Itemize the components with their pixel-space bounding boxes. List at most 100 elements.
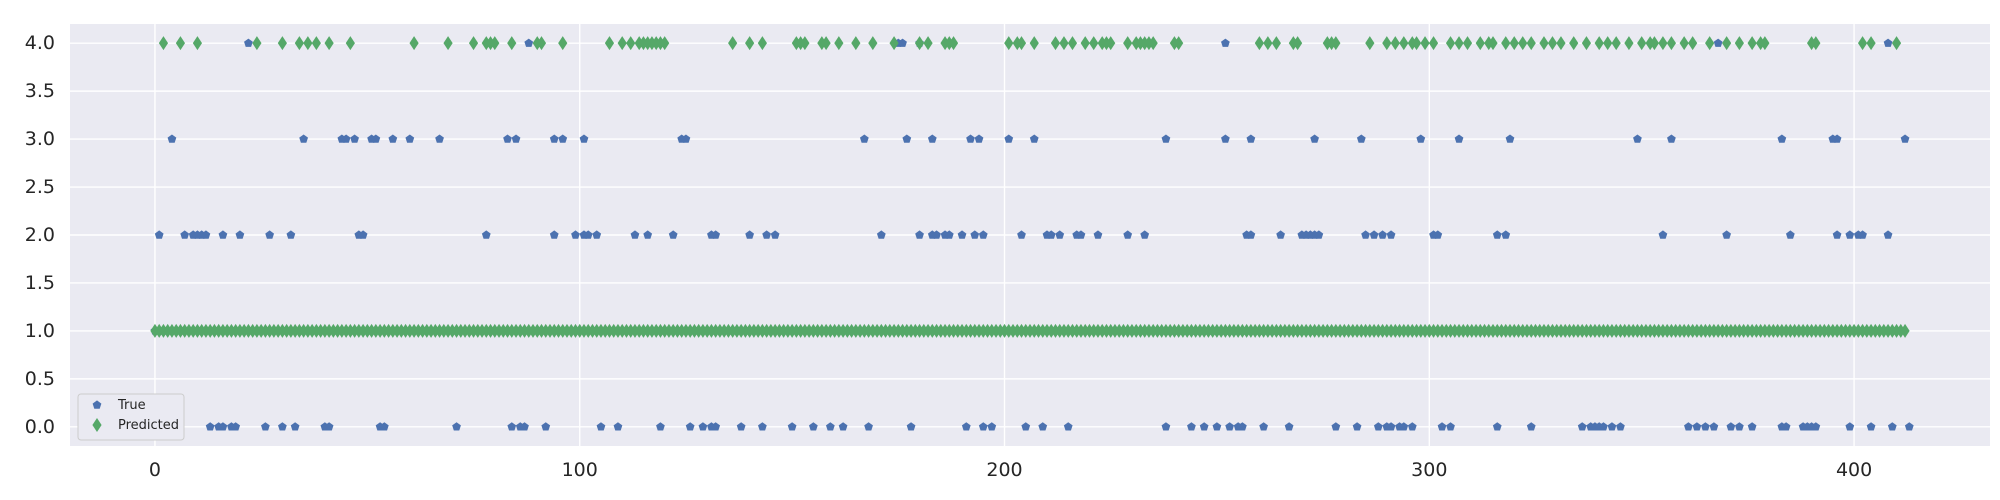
point-predicted [1658, 36, 1668, 51]
point-predicted [728, 36, 738, 51]
point-true [685, 422, 695, 431]
point-true [1505, 134, 1515, 143]
x-tick-label: 0 [149, 459, 161, 481]
point-predicted [277, 36, 287, 51]
point-predicted [1293, 36, 1303, 51]
point-true [265, 230, 275, 239]
point-true [1055, 230, 1065, 239]
point-predicted [1679, 36, 1689, 51]
point-predicted [1059, 36, 1069, 51]
point-true [944, 230, 954, 239]
point-true [974, 134, 984, 143]
point-true [1709, 422, 1719, 431]
point-predicted [1734, 36, 1744, 51]
point-predicted [1518, 36, 1528, 51]
point-true [524, 38, 534, 47]
point-true [770, 230, 780, 239]
point-predicted [507, 36, 517, 51]
point-predicted [1254, 36, 1264, 51]
point-true [643, 230, 653, 239]
point-true [1221, 134, 1230, 143]
point-predicted [1488, 36, 1498, 51]
point-true [1123, 230, 1133, 239]
point-true [452, 422, 461, 431]
point-true [1437, 422, 1447, 431]
point-true [231, 422, 241, 431]
point-predicted [1611, 36, 1621, 51]
point-true [235, 230, 245, 239]
point-predicted [1271, 36, 1281, 51]
point-true [1246, 230, 1256, 239]
point-true [180, 230, 190, 239]
point-predicted [1624, 36, 1634, 51]
point-predicted [1857, 36, 1868, 51]
point-true [1063, 422, 1073, 431]
point-true [579, 134, 589, 143]
point-true [808, 422, 818, 431]
point-true [906, 422, 916, 431]
point-true [1607, 422, 1617, 431]
point-true [1276, 230, 1285, 239]
point-true [1238, 422, 1247, 431]
point-true [1501, 230, 1511, 239]
point-true [613, 422, 623, 431]
point-predicted [490, 36, 500, 51]
point-true [736, 422, 746, 431]
legend-label-predicted: Predicted [118, 418, 179, 433]
y-tick-label: 1.5 [25, 272, 55, 294]
point-true [1356, 134, 1366, 143]
point-true [1781, 422, 1791, 431]
point-true [507, 422, 517, 431]
point-predicted [1760, 36, 1770, 51]
point-true [592, 230, 602, 239]
legend-marker-true [92, 400, 102, 409]
point-true [762, 230, 772, 239]
point-true [1701, 422, 1710, 431]
point-true [154, 230, 164, 239]
point-predicted [1637, 36, 1647, 51]
legend-item-predicted: Predicted [92, 418, 179, 433]
point-predicted [1331, 36, 1341, 51]
point-true [1866, 422, 1876, 431]
point-predicted [868, 36, 878, 51]
point-true [1667, 134, 1676, 143]
y-axis-ticks: 0.0 0.5 1.0 1.5 2.0 2.5 3.0 3.5 4.0 [25, 32, 55, 438]
point-predicted [1390, 36, 1400, 51]
point-true [1777, 134, 1787, 143]
y-tick-label: 3.5 [25, 80, 55, 102]
point-true [656, 422, 665, 431]
point-true [324, 422, 334, 431]
point-true [1726, 422, 1736, 431]
point-predicted [745, 36, 755, 51]
point-predicted [889, 36, 899, 51]
point-predicted [1411, 36, 1422, 51]
point-true [1225, 422, 1235, 431]
point-true [1046, 230, 1056, 239]
point-true [1004, 134, 1014, 143]
point-true [558, 134, 568, 143]
x-axis-ticks: 0 100 200 300 400 [149, 459, 1872, 481]
point-true [549, 230, 559, 239]
point-true [520, 422, 529, 431]
point-true [1492, 422, 1502, 431]
point-true [1900, 134, 1910, 143]
point-true [825, 422, 835, 431]
point-predicted [914, 36, 925, 51]
x-tick-label: 200 [986, 459, 1022, 481]
point-true [1904, 422, 1914, 431]
point-true [201, 230, 211, 239]
point-predicted [1509, 36, 1519, 51]
legend-box [77, 393, 185, 441]
y-tick-label: 2.0 [25, 224, 55, 246]
point-predicted [1029, 36, 1039, 51]
point-predicted [1569, 36, 1579, 51]
point-true [859, 134, 869, 143]
point-true [596, 422, 606, 431]
point-true [711, 422, 721, 431]
point-true [745, 230, 755, 239]
point-predicted [1722, 36, 1732, 51]
point-predicted [1399, 36, 1409, 51]
point-true [987, 422, 997, 431]
point-predicted [821, 36, 831, 51]
